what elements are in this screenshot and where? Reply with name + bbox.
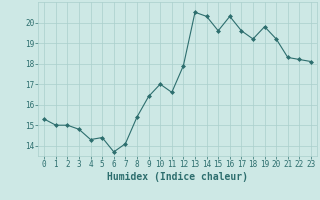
X-axis label: Humidex (Indice chaleur): Humidex (Indice chaleur) <box>107 172 248 182</box>
